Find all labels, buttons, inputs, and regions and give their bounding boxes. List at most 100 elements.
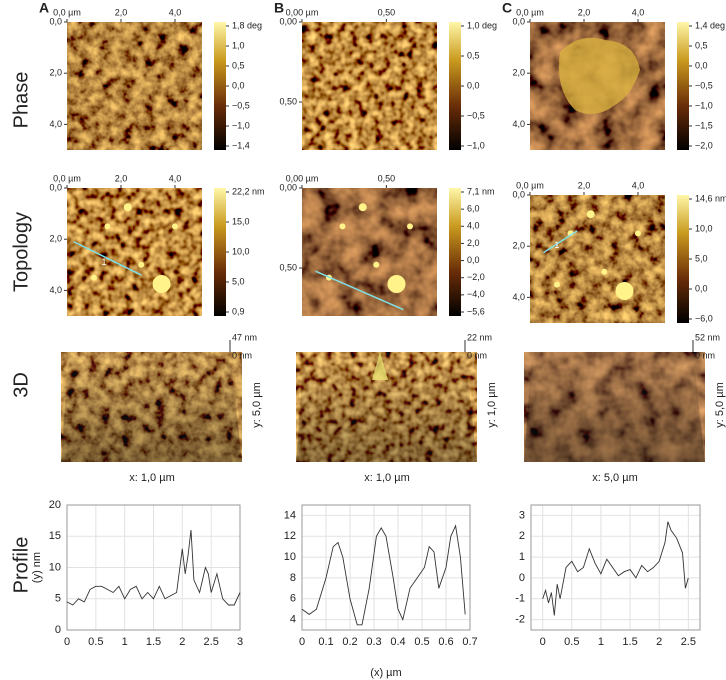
x-tick-label: 2.5	[681, 636, 696, 648]
colorbar-label: −0,5	[232, 100, 250, 110]
x-tick-label: 2.5	[204, 636, 219, 648]
colorbar-label: 0,0	[232, 80, 245, 90]
colorbar	[214, 22, 226, 150]
feature	[635, 230, 641, 237]
feature	[554, 281, 560, 288]
y-tick-label: 20	[49, 499, 61, 511]
colorbar-label: 15,0	[232, 216, 250, 226]
colorbar-label: −2,0	[695, 140, 713, 150]
profile-line	[315, 270, 404, 311]
profile-line	[542, 521, 689, 616]
x-extent-label: x: 5,0 µm	[592, 472, 637, 484]
y-axis-label: 0,0	[49, 182, 62, 192]
afm-image	[530, 195, 665, 323]
y-tick-label: 2	[519, 530, 525, 542]
z-max-label: 47 nm	[232, 332, 257, 342]
y-tick-label: 12	[284, 530, 296, 542]
row-label: Profile	[10, 537, 32, 594]
surface-shade	[61, 352, 242, 462]
panel-label: C	[502, 0, 512, 16]
y-tick-label: 6	[290, 593, 296, 605]
peak	[372, 352, 388, 380]
plot-frame	[66, 504, 241, 631]
y-tick-label: 15	[49, 530, 61, 542]
colorbar-label: 0,9	[232, 306, 245, 316]
profile-line	[301, 524, 466, 626]
colorbar-label: 1,0 deg	[467, 20, 497, 30]
colorbar-label: 5,0	[695, 253, 708, 263]
x-tick-label: 0.6	[438, 636, 453, 648]
x-tick-label: 1.5	[146, 636, 161, 648]
x-tick-label: 0.4	[390, 636, 405, 648]
y-axis-label: 4,0	[512, 292, 525, 302]
profile-line	[73, 241, 142, 276]
afm-image	[302, 22, 437, 150]
y-axis-label: 2,0	[512, 68, 525, 78]
colorbar-label: 4,0	[467, 221, 480, 231]
y-axis-label: 4,0	[512, 119, 525, 129]
x-axis-label: 4,0	[169, 173, 182, 183]
x-tick-label: 0.2	[342, 636, 357, 648]
y-tick-label: -2	[515, 613, 525, 625]
colorbar-label: 0,5	[467, 50, 480, 60]
colorbar-label: 10,0	[695, 223, 713, 233]
feature	[172, 223, 178, 230]
colorbar-label: −4,0	[467, 289, 485, 299]
z-max-label: 52 nm	[695, 332, 720, 342]
x-extent-label: x: 1,0 µm	[364, 472, 409, 484]
x-axis-label: 4,0	[169, 7, 182, 17]
x-axis-label: 0,0 µm	[516, 7, 544, 17]
y-tick-label: 4	[290, 613, 296, 625]
colorbar-label: −2,0	[467, 272, 485, 282]
feature	[138, 261, 145, 268]
colorbar	[449, 22, 461, 150]
colorbar-label: −1,0	[695, 100, 713, 110]
x-axis-label: 0,0 µm	[53, 173, 81, 183]
colorbar-label: 0,5	[232, 60, 245, 70]
plot-frame	[530, 504, 701, 631]
colorbar-label: 1,0	[232, 40, 245, 50]
y-axis-label: 0,50	[279, 262, 297, 272]
colorbar-label: 0,0	[467, 255, 480, 265]
y-tick-label: 10	[49, 561, 61, 573]
profile-line	[66, 529, 241, 606]
afm-image	[302, 188, 437, 316]
feature	[339, 223, 346, 230]
colorbar-label: 22,2 nm	[232, 186, 265, 196]
feature	[601, 268, 608, 275]
x-tick-label: 2	[656, 636, 662, 648]
y-axis-label: 0,0	[49, 16, 62, 26]
x-tick-label: 0.5	[414, 636, 429, 648]
x-extent-label: x: 1,0 µm	[129, 472, 174, 484]
feature	[373, 261, 380, 268]
panel-label: A	[39, 0, 49, 16]
colorbar-label: 14,6 nm	[695, 193, 726, 203]
colorbar-label: −1,0	[467, 140, 485, 150]
colorbar	[677, 22, 689, 150]
y-axis-label: 0,50	[279, 96, 297, 106]
line-label: 1	[102, 257, 107, 267]
colorbar-label: −6,0	[695, 313, 713, 323]
colorbar-label: −0,5	[467, 110, 485, 120]
y-tick-label: 3	[519, 509, 525, 521]
profile-line	[543, 230, 578, 254]
colorbar-label: −1,4	[232, 140, 250, 150]
y-tick-label: 14	[284, 509, 296, 521]
colorbar-label: 1,4 deg	[695, 20, 725, 30]
colorbar-label: 0,0	[695, 283, 708, 293]
row-label: Topology	[10, 212, 32, 292]
y-extent-label: y: 5,0 µm	[714, 382, 726, 427]
x-axis-label: 0,0 µm	[53, 7, 81, 17]
feature	[104, 223, 111, 230]
colorbar	[449, 188, 461, 316]
panel-label: B	[274, 0, 284, 16]
y-tick-label: 1	[519, 551, 525, 563]
x-axis-label: 2,0	[578, 7, 591, 17]
y-tick-label: 0	[519, 572, 525, 584]
colorbar-label: −1,5	[695, 120, 713, 130]
x-tick-label: 0	[540, 636, 546, 648]
x-tick-label: 0.3	[366, 636, 381, 648]
feature	[559, 37, 640, 114]
afm-image	[67, 22, 202, 150]
